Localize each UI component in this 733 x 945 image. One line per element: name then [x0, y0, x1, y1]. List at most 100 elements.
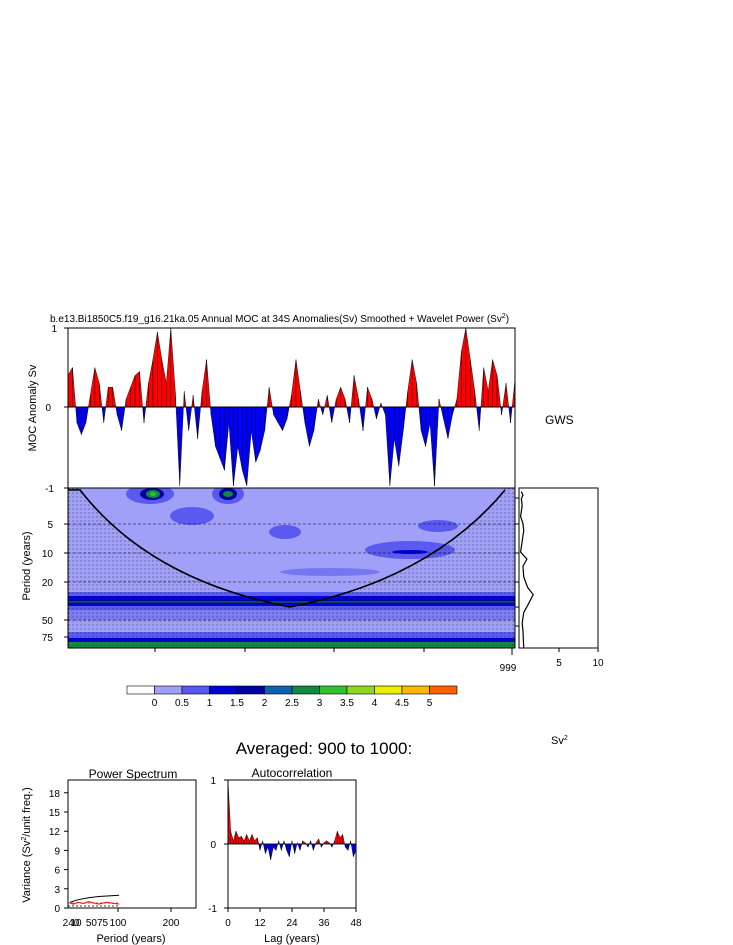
- ac-segment: [291, 840, 293, 845]
- moc-anomaly-segment: [219, 406, 225, 471]
- moc-anomaly-segment: [191, 395, 194, 408]
- moc-anomaly-segment: [322, 406, 325, 415]
- moc-anomaly-segment: [273, 406, 279, 424]
- moc-anomaly-segment: [143, 406, 147, 423]
- moc-anomaly-segment: [101, 406, 104, 423]
- contour: [150, 492, 156, 496]
- moc-anomaly-segment: [170, 328, 176, 408]
- ac-xtick: 12: [254, 918, 266, 929]
- ps-ytick: 18: [49, 789, 61, 800]
- moc-anomaly-segment: [350, 375, 355, 408]
- moc-anomaly-segment: [197, 406, 201, 439]
- moc-anomaly-segment: [376, 406, 381, 419]
- colorbar-swatch: [346, 685, 375, 695]
- colorbar-label: 4: [372, 698, 378, 709]
- moc-anomaly-segment: [398, 406, 404, 467]
- ac-xtick: 0: [225, 918, 231, 929]
- moc-anomaly-segment: [394, 406, 399, 467]
- ac-segment: [281, 843, 284, 851]
- colorbar-swatch: [209, 685, 238, 695]
- moc-timeseries-panel: 1 0 -1 MOC Anomaly Sv: [27, 324, 516, 495]
- ps-ytick: 3: [54, 885, 60, 896]
- ts-ytick-1: 1: [51, 324, 57, 335]
- moc-anomaly-segment: [334, 399, 337, 408]
- moc-anomaly-segment: [452, 406, 455, 415]
- ac-xtick: 24: [286, 918, 298, 929]
- moc-anomaly-segment: [359, 406, 364, 431]
- ac-segment: [275, 843, 279, 851]
- wv-xtick-999: 999: [500, 663, 517, 674]
- moc-anomaly-segment: [266, 387, 270, 408]
- moc-anomaly-segment: [349, 406, 352, 423]
- moc-anomaly-segment: [277, 406, 283, 432]
- moc-anomaly-segment: [380, 402, 383, 408]
- ac-segment: [311, 843, 314, 851]
- ac-segment: [233, 831, 237, 845]
- ac-segment: [263, 843, 266, 854]
- wv-ytick: 50: [42, 616, 54, 627]
- wv-ytick: 75: [42, 633, 54, 644]
- moc-anomaly-segment: [328, 406, 332, 423]
- moc-anomaly-segment: [268, 387, 273, 408]
- wv-ylabel: Period (years): [21, 531, 33, 600]
- moc-anomaly-segment: [72, 367, 76, 408]
- moc-anomaly-segment: [407, 359, 413, 408]
- colorbar-label: 5: [427, 698, 433, 709]
- ac-xlabel: Lag (years): [264, 933, 320, 945]
- moc-anomaly-segment: [510, 406, 513, 423]
- colorbar-swatch: [401, 685, 430, 695]
- moc-anomaly-segment: [242, 406, 248, 487]
- ac-segment: [337, 831, 341, 845]
- ac-segment: [350, 840, 352, 845]
- moc-anomaly-segment: [309, 406, 315, 447]
- moc-anomaly-segment: [461, 328, 467, 408]
- ac-segment: [292, 843, 295, 854]
- contour: [280, 568, 380, 576]
- moc-anomaly-segment: [487, 359, 493, 408]
- moc-anomaly-segment: [134, 371, 140, 408]
- ac-segment: [257, 837, 259, 845]
- moc-anomaly-segment: [367, 387, 373, 408]
- moc-anomaly-segment: [346, 406, 350, 423]
- moc-anomaly-segment: [210, 406, 216, 447]
- main-title: b.e13.Bi1850C5.f19_g16.21ka.05 Annual MO…: [50, 313, 509, 325]
- moc-anomaly-segment: [389, 406, 395, 487]
- ac-segment: [284, 843, 287, 851]
- moc-anomaly-segment: [246, 406, 252, 487]
- moc-anomaly-segment: [81, 406, 87, 435]
- moc-anomaly-segment: [68, 366, 73, 408]
- ac-segment: [350, 843, 354, 857]
- moc-anomaly-segment: [438, 399, 442, 408]
- moc-anomaly-segment: [251, 406, 256, 463]
- moc-anomaly-segment: [224, 406, 230, 471]
- ac-segment: [334, 831, 338, 845]
- moc-anomaly-segment: [264, 406, 268, 431]
- moc-anomaly-segment: [465, 328, 471, 408]
- moc-anomaly-segment: [152, 331, 158, 408]
- ac-segment: [323, 840, 327, 845]
- ac-segment: [265, 843, 269, 854]
- moc-anomaly-segment: [148, 359, 154, 408]
- moc-anomaly-segment: [90, 367, 96, 408]
- ps-xlabel: Period (years): [96, 933, 165, 945]
- ac-segment: [305, 843, 309, 848]
- wavelet-power-panel: 5 10 20 50 75 Period (years) 999: [21, 487, 517, 674]
- moc-anomaly-segment: [454, 399, 458, 408]
- moc-anomaly-segment: [200, 391, 203, 408]
- moc-anomaly-segment: [353, 375, 359, 408]
- moc-anomaly-segment: [476, 406, 480, 431]
- wv-ytick: 5: [47, 520, 53, 531]
- moc-anomaly-segment: [385, 406, 391, 487]
- ac-segment: [270, 843, 274, 861]
- moc-anomaly-segment: [480, 367, 484, 408]
- moc-anomaly-segment: [429, 406, 435, 487]
- averaged-title: Averaged: 900 to 1000:: [236, 739, 412, 758]
- moc-anomaly-segment: [185, 406, 189, 431]
- moc-anomaly-segment: [228, 406, 234, 487]
- moc-anomaly-segment: [313, 406, 318, 431]
- moc-anomaly-segment: [418, 406, 422, 431]
- moc-anomaly-segment: [456, 351, 462, 408]
- contour: [223, 491, 233, 497]
- moc-anomaly-segment: [501, 406, 503, 415]
- moc-anomaly-segment: [289, 395, 292, 408]
